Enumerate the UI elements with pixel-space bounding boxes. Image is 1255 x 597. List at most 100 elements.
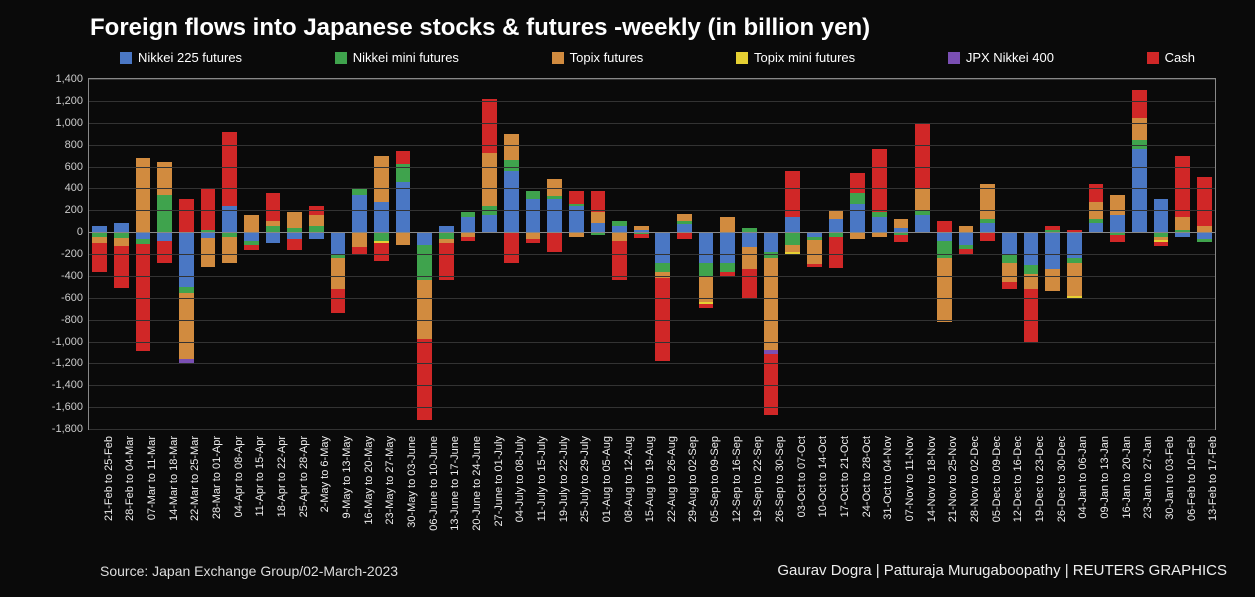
bar-segment — [482, 215, 497, 233]
bar-segment — [1197, 239, 1212, 242]
y-tick-label: 800 — [65, 139, 83, 151]
bar-segment — [655, 263, 670, 272]
y-tick-label: 200 — [65, 204, 83, 216]
bar-segment — [807, 264, 822, 267]
x-tick-label: 28-Feb to 04-Mar — [124, 436, 136, 521]
x-tick-label: 18-Apr to 22-Apr — [276, 436, 288, 517]
x-tick-label: 12-Dec to 16-Dec — [1012, 436, 1024, 522]
bar-segment — [179, 293, 194, 359]
y-tick-label: -1,800 — [52, 423, 83, 435]
bar-segment — [959, 232, 974, 245]
legend-item: JPX Nikkei 400 — [948, 50, 1054, 65]
bar-segment — [872, 217, 887, 232]
x-tick-label: 16-Jan to 20-Jan — [1121, 436, 1133, 519]
bar-segment — [829, 237, 844, 269]
x-tick-label: 22-Aug to 26-Aug — [666, 436, 678, 522]
bar-segment — [937, 232, 952, 241]
bar-segment — [179, 232, 194, 287]
bar-segment — [352, 232, 367, 247]
bar-segment — [374, 202, 389, 233]
x-tick-label: 22-Mar to 25-Mar — [189, 436, 201, 521]
bar-segment — [157, 241, 172, 263]
bar-segment — [439, 243, 454, 280]
x-tick-label: 26-Sep to 30-Sep — [774, 436, 786, 522]
bar-segment — [461, 217, 476, 232]
grid-line — [89, 254, 1215, 255]
bar-segment — [1024, 265, 1039, 274]
bar-segment — [980, 223, 995, 232]
x-tick-label: 06-Feb to 10-Feb — [1186, 436, 1198, 521]
bar-segment — [1002, 254, 1017, 263]
bar-segment — [482, 153, 497, 206]
x-tick-label: 10-Oct to 14-Oct — [817, 436, 829, 517]
x-tick-label: 21-Feb to 25-Feb — [103, 436, 115, 521]
bar-segment — [850, 193, 865, 204]
bar-segment — [937, 221, 952, 232]
bar-segment — [114, 246, 129, 288]
bar-segment — [894, 235, 909, 242]
grid-line — [89, 429, 1215, 430]
x-tick-label: 19-Sep to 22-Sep — [752, 436, 764, 522]
bar-segment — [677, 214, 692, 222]
grid-line — [89, 276, 1215, 277]
bar-segment — [937, 258, 952, 321]
bar-segment — [591, 191, 606, 213]
bar-segment — [352, 195, 367, 232]
x-tick-label: 29-Aug to 02-Sep — [687, 436, 699, 522]
bar-segment — [872, 149, 887, 212]
bar-segment — [850, 173, 865, 193]
bar-segment — [677, 224, 692, 232]
bar-segment — [742, 269, 757, 297]
x-tick-label: 01-Aug to 05-Aug — [601, 436, 613, 522]
grid-line — [89, 210, 1215, 211]
x-tick-label: 23-Jan to 27-Jan — [1142, 436, 1154, 519]
bar-segment — [591, 212, 606, 223]
bar-segment — [547, 196, 562, 199]
x-tick-label: 09-Jan to 13-Jan — [1099, 436, 1111, 519]
x-tick-label: 06-June to 10-June — [428, 436, 440, 531]
bar-segment — [461, 237, 476, 241]
bar-segment — [569, 204, 584, 206]
x-tick-label: 07-Mar to 11-Mar — [146, 436, 158, 520]
bar-segment — [634, 234, 649, 237]
bar-segment — [266, 221, 281, 225]
x-tick-label: 04-July to 08-July — [514, 436, 526, 522]
x-tick-label: 15-Aug to 19-Aug — [644, 436, 656, 522]
bar-segment — [331, 258, 346, 289]
bar-segment — [309, 215, 324, 226]
bar-segment — [785, 217, 800, 232]
y-tick-label: -1,000 — [52, 336, 83, 348]
bar-segment — [547, 232, 562, 252]
y-tick-label: 1,000 — [55, 117, 83, 129]
bar-segment — [201, 238, 216, 268]
x-tick-label: 17-Oct to 21-Oct — [839, 436, 851, 517]
bar-segment — [222, 132, 237, 206]
bar-segment — [287, 239, 302, 250]
x-tick-label: 12-Sep to 16-Sep — [731, 436, 743, 522]
bar-segment — [547, 179, 562, 197]
x-tick-label: 13-Feb to 17-Feb — [1207, 436, 1219, 521]
y-tick-label: -800 — [61, 314, 83, 326]
bar-segment — [807, 240, 822, 264]
bar-segment — [1002, 282, 1017, 289]
x-tick-label: 31-Oct to 04-Nov — [882, 436, 894, 520]
y-tick-label: 1,200 — [55, 95, 83, 107]
bar-segment — [179, 199, 194, 232]
bar-segment — [1089, 219, 1104, 223]
bar-segment — [1002, 263, 1017, 283]
bar-segment — [699, 232, 714, 263]
x-tick-label: 13-June to 17-June — [449, 436, 461, 531]
y-tick-label: -400 — [61, 270, 83, 282]
chart-legend: Nikkei 225 futuresNikkei mini futuresTop… — [120, 50, 1195, 65]
legend-label: JPX Nikkei 400 — [966, 50, 1054, 65]
legend-swatch — [552, 52, 564, 64]
bar-segment — [612, 232, 627, 241]
grid-line — [89, 342, 1215, 343]
bar-segment — [1132, 90, 1147, 118]
bar-segment — [374, 156, 389, 202]
grid-line — [89, 188, 1215, 189]
bar-segment — [1045, 226, 1060, 230]
y-tick-label: 400 — [65, 182, 83, 194]
grid-line — [89, 167, 1215, 168]
y-tick-label: -1,200 — [52, 357, 83, 369]
